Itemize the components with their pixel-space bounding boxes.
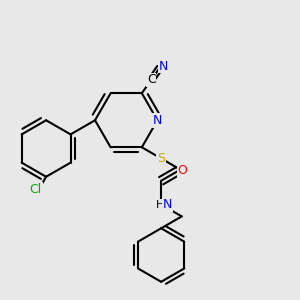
Text: N: N xyxy=(153,114,162,127)
Text: H: H xyxy=(156,200,164,209)
Text: S: S xyxy=(157,152,165,165)
Text: C: C xyxy=(147,74,156,86)
Text: O: O xyxy=(178,164,188,177)
Text: N: N xyxy=(163,198,172,211)
Text: N: N xyxy=(159,60,168,73)
Text: Cl: Cl xyxy=(30,183,42,196)
